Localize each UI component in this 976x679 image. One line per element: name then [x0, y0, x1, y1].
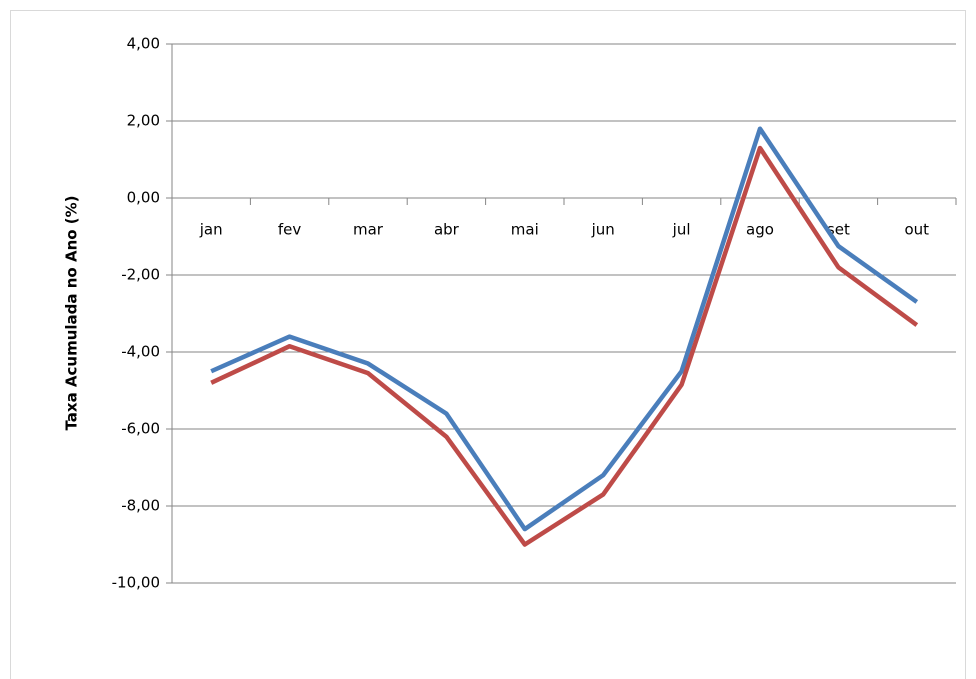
chart-border — [10, 10, 966, 679]
x-tick-label: fev — [278, 221, 302, 239]
x-tick-label: out — [905, 221, 930, 239]
x-tick-label: mar — [353, 221, 384, 239]
y-tick-label: 0,00 — [127, 189, 160, 207]
x-tick-label: jan — [199, 221, 223, 239]
y-axis-label: Taxa Acumulada no Ano (%) — [63, 195, 81, 430]
y-tick-label: -2,00 — [121, 266, 160, 284]
y-tick-label: 4,00 — [127, 35, 160, 53]
y-tick-label: -4,00 — [121, 343, 160, 361]
y-tick-label: -6,00 — [121, 420, 160, 438]
y-tick-label: -8,00 — [121, 497, 160, 515]
series-line — [210, 126, 919, 532]
y-tick-label: -10,00 — [112, 574, 160, 592]
x-tick-label: abr — [434, 221, 460, 239]
series-line — [210, 145, 919, 547]
x-tick-label: jul — [672, 221, 691, 239]
x-tick-label: mai — [511, 221, 539, 239]
y-tick-label: 2,00 — [127, 112, 160, 130]
x-tick-label: jun — [591, 221, 615, 239]
x-tick-label: ago — [746, 221, 774, 239]
